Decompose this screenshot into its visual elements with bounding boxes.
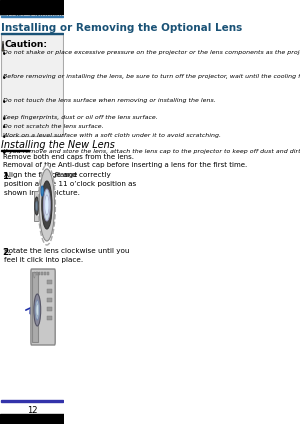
Bar — [47, 272, 49, 275]
Text: DLP Projector—User’s Manual: DLP Projector—User’s Manual — [0, 11, 63, 19]
Text: Installing the New Lens: Installing the New Lens — [2, 140, 116, 150]
FancyBboxPatch shape — [1, 34, 63, 136]
Circle shape — [45, 195, 49, 215]
Text: Rotate the lens clockwise until you
feel it click into place.: Rotate the lens clockwise until you feel… — [4, 248, 130, 263]
Circle shape — [34, 294, 41, 326]
Text: Before removing or installing the lens, be sure to turn off the projector, wait : Before removing or installing the lens, … — [3, 74, 300, 79]
Text: Do not scratch the lens surface.: Do not scratch the lens surface. — [3, 123, 103, 128]
Text: Work on a level surface with a soft cloth under it to avoid scratching.: Work on a level surface with a soft clot… — [3, 132, 221, 137]
Bar — [44, 272, 46, 275]
Text: Do not shake or place excessive pressure on the projector or the lens components: Do not shake or place excessive pressure… — [3, 50, 300, 55]
Circle shape — [35, 197, 39, 215]
Bar — [47, 307, 52, 311]
Text: •: • — [2, 132, 6, 142]
Bar — [1, 400, 63, 402]
Circle shape — [36, 304, 39, 316]
Text: 1.: 1. — [2, 172, 11, 181]
Text: !: ! — [2, 44, 4, 49]
Circle shape — [38, 165, 56, 245]
Text: Caution:: Caution: — [4, 40, 47, 49]
Bar — [1, 150, 29, 151]
FancyBboxPatch shape — [31, 269, 55, 345]
Circle shape — [39, 169, 55, 241]
Text: •: • — [2, 114, 6, 123]
Bar — [36, 272, 38, 275]
Text: •: • — [2, 149, 6, 158]
Bar — [0, 0, 64, 14]
Polygon shape — [2, 41, 4, 51]
Text: Installing or Removing the Optional Lens: Installing or Removing the Optional Lens — [2, 23, 243, 33]
Bar — [47, 289, 52, 293]
Circle shape — [34, 272, 35, 278]
FancyBboxPatch shape — [34, 191, 43, 221]
Text: If you remove and store the lens, attach the lens cap to the projector to keep o: If you remove and store the lens, attach… — [3, 149, 300, 154]
Bar — [47, 280, 52, 284]
Text: Remove both end caps from the lens.: Remove both end caps from the lens. — [3, 154, 134, 160]
Bar — [41, 272, 43, 275]
Circle shape — [42, 181, 52, 229]
Text: Do not touch the lens surface when removing or installing the lens.: Do not touch the lens surface when remov… — [3, 98, 215, 103]
Text: •: • — [2, 98, 6, 107]
Text: •: • — [2, 50, 6, 59]
Text: Flange: Flange — [54, 172, 77, 178]
Bar — [47, 316, 52, 320]
Bar — [32, 272, 38, 342]
Text: Removal of the Anti-dust cap before inserting a lens for the first time.: Removal of the Anti-dust cap before inse… — [3, 162, 247, 168]
Circle shape — [41, 186, 43, 196]
Bar — [39, 272, 41, 275]
Text: •: • — [2, 74, 6, 83]
Circle shape — [36, 201, 38, 211]
Bar — [47, 298, 52, 302]
Circle shape — [44, 189, 50, 221]
Bar — [1, 16, 63, 17]
Text: 2.: 2. — [2, 248, 11, 257]
Text: •: • — [2, 123, 6, 132]
Text: Keep fingerprints, dust or oil off the lens surface.: Keep fingerprints, dust or oil off the l… — [3, 114, 158, 120]
Bar — [0, 414, 64, 424]
Text: Align the flange and correctly
position at the 11 o’clock position as
shown in t: Align the flange and correctly position … — [4, 172, 136, 196]
Circle shape — [35, 300, 39, 320]
Text: 12: 12 — [27, 406, 37, 415]
